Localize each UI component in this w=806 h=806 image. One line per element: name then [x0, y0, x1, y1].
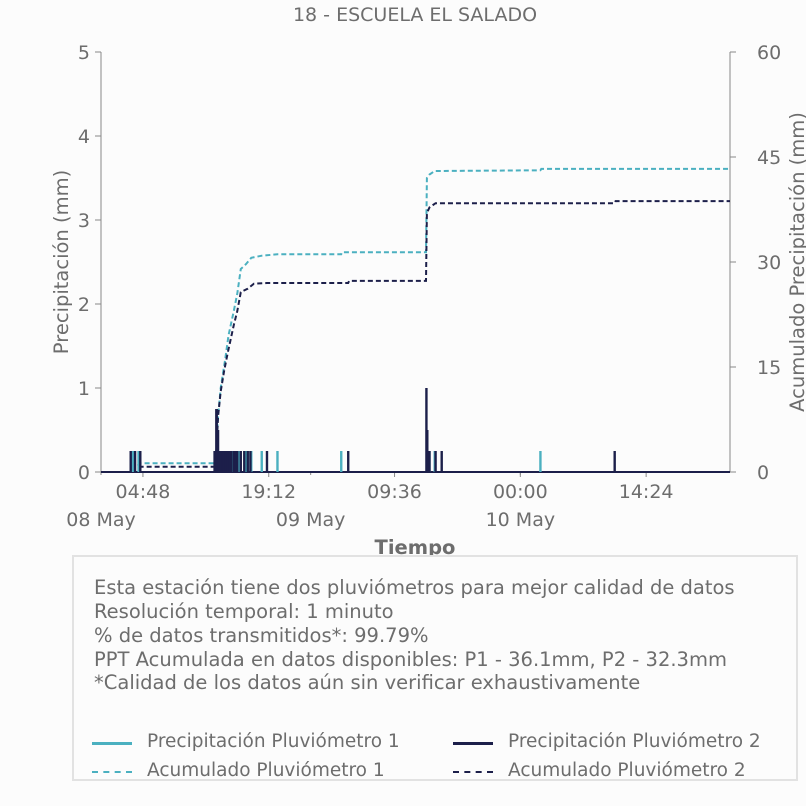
accumulated-line-2: [101, 200, 730, 473]
legend-label-precip-2: Precipitación Pluviómetro 2: [508, 731, 761, 752]
legend-swatch-accum-1: [92, 771, 132, 773]
y-right-tick-label: 15: [757, 357, 781, 379]
x-tick-label: 19:12: [241, 481, 296, 503]
x-tick-label: 00:00: [493, 481, 548, 503]
x-tick-label: 09:36: [367, 481, 422, 503]
x-date-label: 08 May: [66, 509, 136, 531]
info-line-quality-note: *Calidad de los datos aún sin verificar …: [94, 671, 641, 694]
info-panel: Esta estación tiene dos pluviómetros par…: [72, 555, 798, 781]
accumulated-line-1: [101, 167, 730, 473]
x-tick-label: 14:24: [619, 481, 674, 503]
legend-swatch-precip-1: [92, 742, 132, 745]
x-axis-label: Tiempo: [375, 536, 456, 559]
y-left-tick-label: 3: [78, 210, 90, 232]
x-tick-label: 04:48: [116, 481, 171, 503]
info-line-accumulated: PPT Acumulada en datos disponibles: P1 -…: [94, 648, 727, 671]
y-right-tick-label: 0: [757, 462, 769, 484]
y-axis-left-label: Precipitación (mm): [50, 170, 73, 354]
legend-label-accum-2: Acumulado Pluviómetro 2: [508, 760, 746, 781]
legend-label-accum-1: Acumulado Pluviómetro 1: [147, 760, 385, 781]
y-left-tick-label: 2: [78, 294, 90, 316]
info-line-transmitted: % de datos transmitidos*: 99.79%: [94, 624, 429, 647]
precipitation-chart: 18 - ESCUELA EL SALADO Precipitación (mm…: [50, 4, 806, 559]
y-right-tick-label: 45: [757, 147, 781, 169]
y-left-tick-label: 5: [78, 42, 90, 64]
y-axis-right-label: Acumulado Precipitación (mm): [786, 112, 806, 412]
legend-swatch-accum-2: [453, 771, 493, 773]
info-line-stations: Esta estación tiene dos pluviómetros par…: [94, 576, 735, 599]
chart-title: 18 - ESCUELA EL SALADO: [293, 4, 537, 26]
y-left-tick-label: 1: [78, 378, 90, 400]
y-right-tick-label: 60: [757, 42, 781, 64]
legend-label-precip-1: Precipitación Pluviómetro 1: [147, 731, 400, 752]
legend-swatch-precip-2: [453, 742, 493, 745]
x-date-label: 09 May: [276, 509, 346, 531]
y-left-tick-label: 0: [78, 462, 90, 484]
info-line-resolution: Resolución temporal: 1 minuto: [94, 600, 394, 623]
x-date-label: 10 May: [486, 509, 556, 531]
y-left-tick-label: 4: [78, 126, 90, 148]
y-right-tick-label: 30: [757, 252, 781, 274]
